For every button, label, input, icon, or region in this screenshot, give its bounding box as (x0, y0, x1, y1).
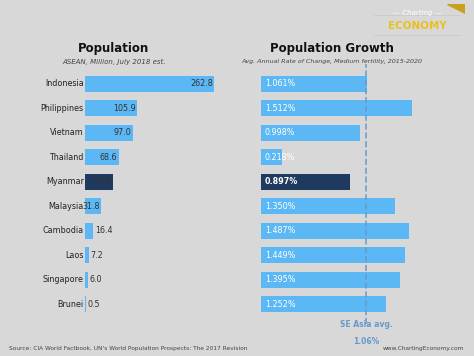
Text: 97.0: 97.0 (114, 128, 131, 137)
Text: SE Asia avg.: SE Asia avg. (340, 320, 393, 329)
Text: 1.06%: 1.06% (353, 337, 380, 346)
Text: 31.8: 31.8 (82, 202, 100, 211)
Bar (85, 174, 113, 190)
Bar (261, 174, 350, 190)
Bar (261, 125, 360, 141)
Text: 1.449%: 1.449% (264, 251, 295, 260)
Text: 1.512%: 1.512% (264, 104, 295, 113)
Bar (261, 247, 405, 263)
Text: Laos: Laos (65, 251, 84, 260)
Text: Myanmar: Myanmar (46, 177, 84, 186)
Text: 6.0: 6.0 (90, 275, 102, 284)
Text: 0.5: 0.5 (87, 300, 100, 309)
Text: Philippines: Philippines (41, 104, 84, 113)
Text: 68.6: 68.6 (100, 153, 118, 162)
Text: www.ChartingEconomy.com: www.ChartingEconomy.com (383, 346, 465, 351)
Text: 105.9: 105.9 (113, 104, 136, 113)
Text: Brunei: Brunei (58, 300, 84, 309)
Text: 262.8: 262.8 (190, 79, 213, 88)
Bar (85, 100, 137, 116)
Bar (261, 272, 400, 288)
Text: 0.897%: 0.897% (264, 177, 298, 186)
Bar (85, 125, 133, 141)
Text: 0.998%: 0.998% (264, 128, 295, 137)
Text: ASEAN, Million, July 2018 est.: ASEAN, Million, July 2018 est. (62, 59, 165, 65)
Bar (261, 100, 411, 116)
Text: Source: CIA World Factbook, UN's World Population Prospects: The 2017 Revision: Source: CIA World Factbook, UN's World P… (9, 346, 248, 351)
Text: ECONOMY: ECONOMY (388, 21, 447, 31)
Bar (85, 272, 88, 288)
Bar (85, 247, 89, 263)
Text: Indonesia: Indonesia (45, 79, 84, 88)
Text: Thailand: Thailand (49, 153, 84, 162)
Bar (261, 149, 283, 165)
Bar (261, 198, 395, 214)
Text: 55.6: 55.6 (93, 177, 111, 186)
Text: Cambodia: Cambodia (43, 226, 84, 235)
Text: 0.218%: 0.218% (264, 153, 295, 162)
Bar (85, 149, 119, 165)
Text: 7.2: 7.2 (91, 251, 103, 260)
Text: Population: Population (78, 42, 149, 55)
Text: 1.350%: 1.350% (264, 202, 295, 211)
Text: Population Growth: Population Growth (270, 42, 394, 55)
Text: Avg. Annual Rate of Change, Medium fertility, 2015-2020: Avg. Annual Rate of Change, Medium ferti… (241, 59, 422, 64)
Bar (261, 223, 409, 239)
Text: 1.061%: 1.061% (264, 79, 295, 88)
Text: 1.252%: 1.252% (264, 300, 295, 309)
Text: 16.4: 16.4 (95, 226, 112, 235)
Text: Singapore: Singapore (43, 275, 84, 284)
Bar (261, 296, 386, 312)
Polygon shape (447, 4, 465, 12)
Text: — Charting —: — Charting — (393, 10, 441, 16)
Bar (261, 76, 366, 92)
Bar (85, 76, 214, 92)
Text: Vietnam: Vietnam (50, 128, 84, 137)
Text: Malaysia: Malaysia (49, 202, 84, 211)
Bar (85, 223, 93, 239)
Bar (85, 198, 101, 214)
Text: 1.487%: 1.487% (264, 226, 295, 235)
Text: 1.395%: 1.395% (264, 275, 295, 284)
